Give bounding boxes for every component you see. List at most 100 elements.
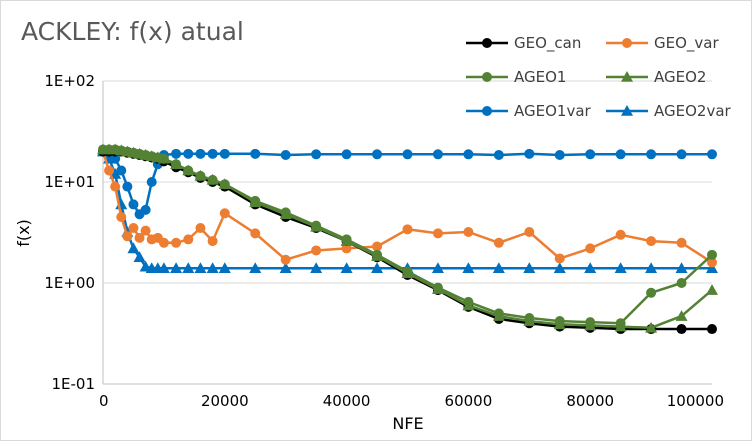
series-line: [101, 151, 713, 264]
data-point: [280, 207, 291, 218]
legend: GEO_can GEO_var AGEO1 AGEO2 AGEO1var AGEO2var: [466, 34, 732, 120]
data-point: [675, 310, 688, 321]
data-point: [463, 226, 474, 237]
data-point: [372, 241, 383, 252]
data-point: [158, 237, 169, 248]
data-point: [207, 236, 218, 247]
legend-item: AGEO1: [466, 68, 566, 86]
series-ageo2var: [97, 145, 718, 274]
data-point: [676, 149, 687, 160]
data-point: [194, 262, 207, 274]
data-point: [140, 225, 151, 236]
data-point: [554, 150, 565, 161]
series-group: [97, 143, 718, 335]
data-point: [675, 262, 688, 274]
legend-marker: [482, 106, 492, 116]
legend-item: GEO_can: [466, 34, 581, 53]
y-axis-title: f(x): [14, 219, 33, 247]
legend-marker: [482, 72, 492, 82]
data-point: [207, 174, 218, 185]
y-tick-label: 1E+00: [44, 274, 95, 292]
data-point: [371, 262, 384, 274]
data-point: [676, 278, 687, 288]
legend-item: AGEO2: [606, 68, 706, 86]
data-point: [523, 262, 536, 274]
data-point: [585, 317, 596, 328]
series-line: [103, 150, 712, 331]
data-point: [140, 204, 151, 215]
data-point: [134, 232, 145, 243]
data-point: [116, 165, 127, 176]
data-point: [462, 262, 475, 274]
data-point: [584, 262, 597, 274]
data-point: [249, 262, 262, 274]
data-point: [279, 262, 292, 274]
data-point: [311, 245, 322, 256]
series-geo-var: [98, 146, 717, 268]
data-point: [195, 223, 206, 234]
data-point: [707, 324, 717, 335]
data-point: [280, 150, 291, 161]
data-point: [122, 181, 133, 192]
data-point: [524, 148, 535, 159]
data-point: [310, 262, 323, 274]
data-point: [372, 149, 383, 160]
data-point: [432, 149, 443, 160]
data-point: [170, 262, 183, 274]
data-point: [341, 243, 352, 254]
data-point: [127, 242, 140, 254]
data-point: [219, 208, 230, 219]
legend-marker: [482, 38, 492, 48]
series-line: [102, 150, 712, 216]
data-point: [158, 153, 169, 164]
x-tick-label: 60000: [445, 392, 493, 410]
legend-item: AGEO1var: [466, 102, 592, 120]
data-point: [707, 257, 717, 268]
data-point: [492, 262, 505, 274]
data-point: [133, 251, 146, 263]
data-point: [311, 220, 322, 231]
data-point: [128, 199, 139, 210]
data-point: [183, 165, 194, 176]
x-tick-label: 40000: [323, 392, 371, 410]
data-point: [128, 223, 139, 234]
data-point: [218, 262, 231, 274]
data-point: [493, 237, 504, 248]
data-point: [645, 321, 658, 333]
legend-label: GEO_var: [654, 34, 719, 53]
data-point: [171, 159, 182, 170]
data-point: [706, 262, 718, 274]
data-point: [195, 170, 206, 181]
legend-label: GEO_can: [514, 34, 581, 53]
legend-item: AGEO2var: [606, 102, 732, 120]
data-point: [493, 150, 504, 161]
data-point: [432, 228, 443, 239]
data-point: [402, 266, 413, 277]
data-point: [402, 224, 413, 235]
data-point: [195, 148, 206, 159]
data-point: [250, 195, 261, 206]
data-point: [116, 212, 127, 223]
legend-marker: [621, 71, 633, 82]
data-point: [554, 316, 565, 327]
data-point: [645, 262, 658, 274]
data-point: [183, 234, 194, 245]
x-tick-label: 80000: [566, 392, 614, 410]
axes: 1E-01 1E+00 1E+01 1E+02 0 20000 40000 60000 8000…: [44, 72, 724, 410]
x-axis-title: NFE: [392, 414, 423, 433]
data-point: [676, 237, 687, 248]
data-point: [250, 228, 261, 239]
chart-title: ACKLEY: f(x) atual: [21, 17, 244, 46]
data-point: [171, 237, 182, 248]
data-point: [706, 284, 718, 295]
data-point: [157, 262, 170, 274]
legend-marker: [622, 38, 632, 48]
y-tick-label: 1E+01: [44, 173, 95, 191]
series-ageo1var: [98, 146, 717, 220]
series-line: [102, 150, 712, 270]
data-point: [219, 179, 230, 190]
legend-label: AGEO2var: [654, 102, 732, 120]
series-ageo1: [98, 144, 717, 329]
